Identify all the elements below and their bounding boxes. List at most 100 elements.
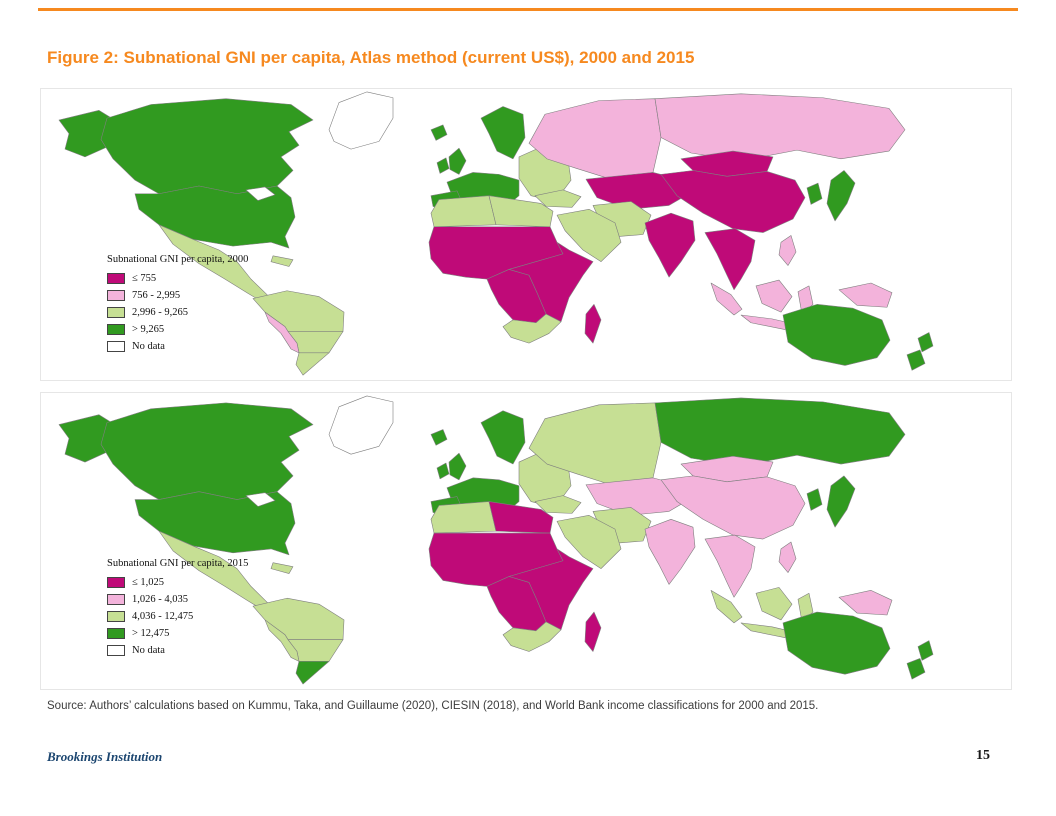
- legend-label: ≤ 1,025: [132, 577, 165, 588]
- region-scandinavia: [480, 410, 526, 465]
- legend-swatch: [107, 307, 125, 318]
- region-canada: [100, 98, 314, 195]
- legend-item: ≤ 1,025: [107, 574, 248, 591]
- region-russia-west: [528, 98, 662, 180]
- region-arabia: [556, 515, 622, 569]
- region-andes: [264, 619, 300, 662]
- region-new-guinea: [838, 590, 893, 616]
- region-scandinavia: [480, 106, 526, 160]
- legend-label: > 12,475: [132, 628, 170, 639]
- region-andes: [264, 311, 300, 354]
- legend-swatch: [107, 645, 125, 656]
- region-south-america-north: [252, 597, 345, 640]
- region-borneo: [755, 279, 793, 313]
- page-number: 15: [976, 748, 990, 763]
- region-russia-east: [654, 93, 906, 162]
- region-india: [644, 212, 696, 278]
- region-turkey: [534, 495, 582, 514]
- legend-item: 2,996 - 9,265: [107, 304, 248, 321]
- world-map-svg: [58, 91, 934, 376]
- region-libya-egypt: [488, 195, 554, 228]
- region-southeast-asia: [704, 534, 756, 598]
- region-turkey: [534, 189, 582, 208]
- legend-label: > 9,265: [132, 324, 165, 335]
- legend-item: 4,036 - 12,475: [107, 608, 248, 625]
- map-panel-2015: Subnational GNI per capita, 2015 ≤ 1,025…: [40, 392, 1012, 690]
- legend-item: ≤ 755: [107, 270, 248, 287]
- map-legend-2015: Subnational GNI per capita, 2015 ≤ 1,025…: [107, 558, 248, 659]
- region-uk: [448, 452, 467, 481]
- region-southeast-asia: [704, 228, 756, 291]
- map-panel-2000: Subnational GNI per capita, 2000 ≤ 755 75…: [40, 88, 1012, 381]
- legend-label: 4,036 - 12,475: [132, 611, 194, 622]
- region-great-lakes: [245, 186, 276, 201]
- region-china: [660, 170, 806, 233]
- region-south-america-north: [252, 290, 345, 332]
- legend-item: 1,026 - 4,035: [107, 591, 248, 608]
- legend-item: > 9,265: [107, 321, 248, 338]
- region-japan: [826, 475, 856, 528]
- legend-label: 2,996 - 9,265: [132, 307, 188, 318]
- region-new-zealand-south: [906, 658, 926, 680]
- legend-rows: ≤ 755 756 - 2,995 2,996 - 9,265 > 9,265 No d…: [107, 270, 248, 355]
- region-greenland: [328, 395, 394, 455]
- region-java: [740, 622, 790, 638]
- figure-title: Figure 2: Subnational GNI per capita, At…: [47, 48, 695, 67]
- region-libya-egypt: [488, 501, 554, 534]
- region-korea: [806, 488, 823, 511]
- region-china: [660, 475, 806, 540]
- legend-swatch: [107, 273, 125, 284]
- legend-item: No data: [107, 642, 248, 659]
- region-cuba: [270, 562, 294, 574]
- legend-label: ≤ 755: [132, 273, 157, 284]
- region-south-cone: [295, 661, 330, 685]
- region-australia: [782, 304, 891, 366]
- region-maghreb: [430, 195, 497, 228]
- region-madagascar: [584, 304, 602, 344]
- region-greenland: [328, 91, 394, 150]
- region-australia: [782, 611, 891, 675]
- region-new-zealand-north: [917, 332, 934, 353]
- legend-label: 1,026 - 4,035: [132, 594, 188, 605]
- region-new-zealand-north: [917, 640, 934, 661]
- region-south-cone: [295, 352, 330, 376]
- region-korea: [806, 182, 823, 205]
- legend-swatch: [107, 611, 125, 622]
- legend-item: > 12,475: [107, 625, 248, 642]
- region-canada: [100, 402, 314, 500]
- region-philippines: [778, 541, 797, 573]
- region-sumatra: [710, 590, 743, 624]
- legend-label: No data: [132, 645, 165, 656]
- legend-label: No data: [132, 341, 165, 352]
- region-philippines: [778, 235, 797, 266]
- region-cuba: [270, 255, 294, 267]
- legend-item: 756 - 2,995: [107, 287, 248, 304]
- region-borneo: [755, 587, 793, 621]
- region-uk: [448, 147, 467, 175]
- legend-swatch: [107, 594, 125, 605]
- region-arabia: [556, 208, 622, 262]
- legend-swatch: [107, 324, 125, 335]
- region-russia-west: [528, 402, 662, 486]
- region-central-asia: [585, 172, 690, 210]
- legend-label: 756 - 2,995: [132, 290, 181, 301]
- legend-swatch: [107, 290, 125, 301]
- top-accent-rule: [38, 8, 1018, 11]
- region-ireland: [436, 157, 450, 174]
- region-new-zealand-south: [906, 349, 926, 371]
- world-map-2000: [41, 89, 1011, 380]
- region-maghreb: [430, 501, 497, 534]
- region-iceland: [430, 124, 448, 141]
- region-java: [740, 314, 790, 330]
- region-madagascar: [584, 611, 602, 652]
- world-map-svg: [58, 395, 934, 685]
- map-legend-2000: Subnational GNI per capita, 2000 ≤ 755 75…: [107, 254, 248, 355]
- legend-title: Subnational GNI per capita, 2000: [107, 254, 249, 265]
- legend-item: No data: [107, 338, 248, 355]
- region-iceland: [430, 429, 448, 446]
- region-southern-africa: [502, 621, 562, 652]
- region-india: [644, 518, 696, 585]
- region-central-asia: [585, 477, 690, 516]
- region-ireland: [436, 462, 450, 480]
